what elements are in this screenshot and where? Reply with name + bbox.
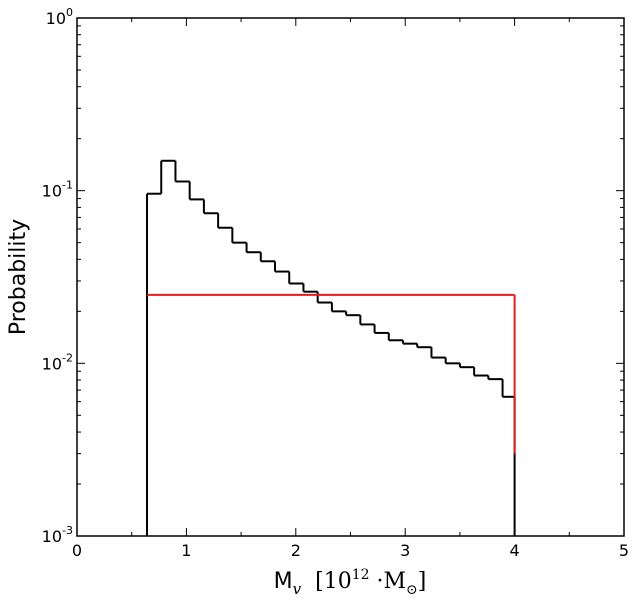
x-tick-label: 5 — [619, 541, 629, 560]
y-tick-label-base: 10 — [42, 354, 62, 373]
plot-frame — [76, 17, 625, 537]
x-axis-label-unit-sun: ⊙ — [406, 582, 418, 598]
y-tick-label: 100 — [46, 6, 73, 28]
y-tick-label-base: 10 — [42, 182, 62, 201]
x-axis-tick-labels: 0 1 2 3 4 5 — [72, 541, 629, 560]
x-tick-label: 2 — [291, 541, 301, 560]
x-axis-label-unit-open: [10 — [315, 569, 352, 594]
y-axis-label: Probability — [6, 219, 31, 335]
x-axis-label-main: M — [274, 569, 293, 594]
x-axis-label: Mv [1012 ·M⊙] — [274, 567, 427, 598]
x-axis-label-unit-dot: ·M — [370, 569, 407, 594]
series-layer — [146, 159, 516, 536]
y-tick-label-base: 10 — [42, 527, 62, 546]
y-tick-label: 10-3 — [42, 524, 73, 546]
histogram-series — [146, 159, 516, 536]
y-axis-ticks — [77, 17, 624, 537]
histogram-series — [147, 293, 516, 454]
y-tick-label-exponent: -2 — [62, 351, 73, 364]
x-tick-label: 4 — [510, 541, 520, 560]
y-tick-label: 10-1 — [42, 179, 73, 201]
y-tick-label-base: 10 — [46, 9, 66, 28]
plot-area — [76, 17, 625, 537]
x-axis-label-sub: v — [293, 580, 302, 598]
y-tick-label-exponent: -3 — [62, 524, 73, 537]
x-axis-label-unit-close: ] — [418, 569, 427, 594]
x-tick-label: 3 — [400, 541, 410, 560]
x-tick-label: 1 — [181, 541, 191, 560]
y-tick-label: 10-2 — [42, 351, 73, 373]
y-tick-label-exponent: -1 — [62, 179, 73, 192]
x-axis-ticks — [76, 18, 625, 536]
y-tick-label-exponent: 0 — [66, 6, 73, 19]
x-tick-label: 0 — [72, 541, 82, 560]
x-axis-label-unit-exp: 12 — [352, 567, 370, 583]
